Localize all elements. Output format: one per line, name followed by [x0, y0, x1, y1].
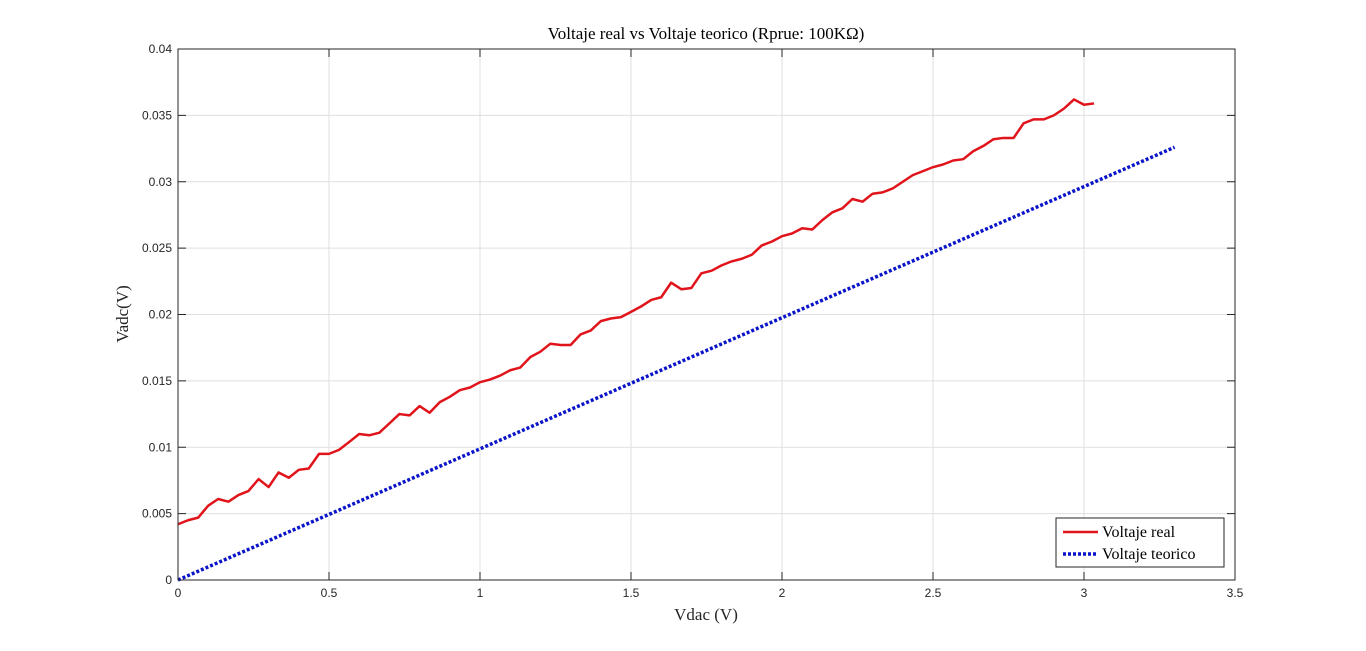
- x-tick-label: 0: [175, 586, 182, 600]
- y-axis-label: Vadc(V): [113, 285, 132, 343]
- x-tick-label: 3: [1081, 586, 1088, 600]
- series-line-0: [177, 98, 1095, 526]
- y-tick-label: 0.035: [142, 108, 172, 122]
- y-tick-label: 0.01: [149, 440, 173, 454]
- legend: Voltaje real Voltaje teorico: [1055, 517, 1225, 568]
- y-tick-label: 0.04: [149, 42, 173, 56]
- y-tick-label: 0.005: [142, 507, 172, 521]
- legend-label-voltaje-teorico: Voltaje teorico: [1102, 546, 1195, 563]
- y-tick-label: 0.03: [149, 175, 173, 189]
- legend-label-voltaje-real: Voltaje real: [1102, 524, 1176, 541]
- legend-box: [1055, 517, 1225, 568]
- x-tick-label: 2: [779, 586, 786, 600]
- x-axis-ticks: 0 0.5 1 1.5 2 2.5 3 3.5: [175, 49, 1244, 600]
- y-axis-ticks: 0 0.005 0.01 0.015 0.02 0.025 0.03 0.035 0.04: [142, 42, 1235, 587]
- x-tick-label: 3.5: [1227, 586, 1244, 600]
- x-axis-label: Vdac (V): [674, 605, 738, 624]
- series-layer: [177, 98, 1176, 582]
- grid: [178, 49, 1235, 580]
- x-tick-label: 1.5: [623, 586, 640, 600]
- y-tick-label: 0: [165, 573, 172, 587]
- y-tick-label: 0.025: [142, 241, 172, 255]
- x-tick-label: 1: [477, 586, 484, 600]
- x-tick-label: 2.5: [925, 586, 942, 600]
- y-tick-label: 0.015: [142, 374, 172, 388]
- series-line-1: [177, 145, 1176, 582]
- x-tick-label: 0.5: [321, 586, 338, 600]
- y-tick-label: 0.02: [149, 308, 173, 322]
- chart-title: Voltaje real vs Voltaje teorico (Rprue: …: [548, 24, 865, 43]
